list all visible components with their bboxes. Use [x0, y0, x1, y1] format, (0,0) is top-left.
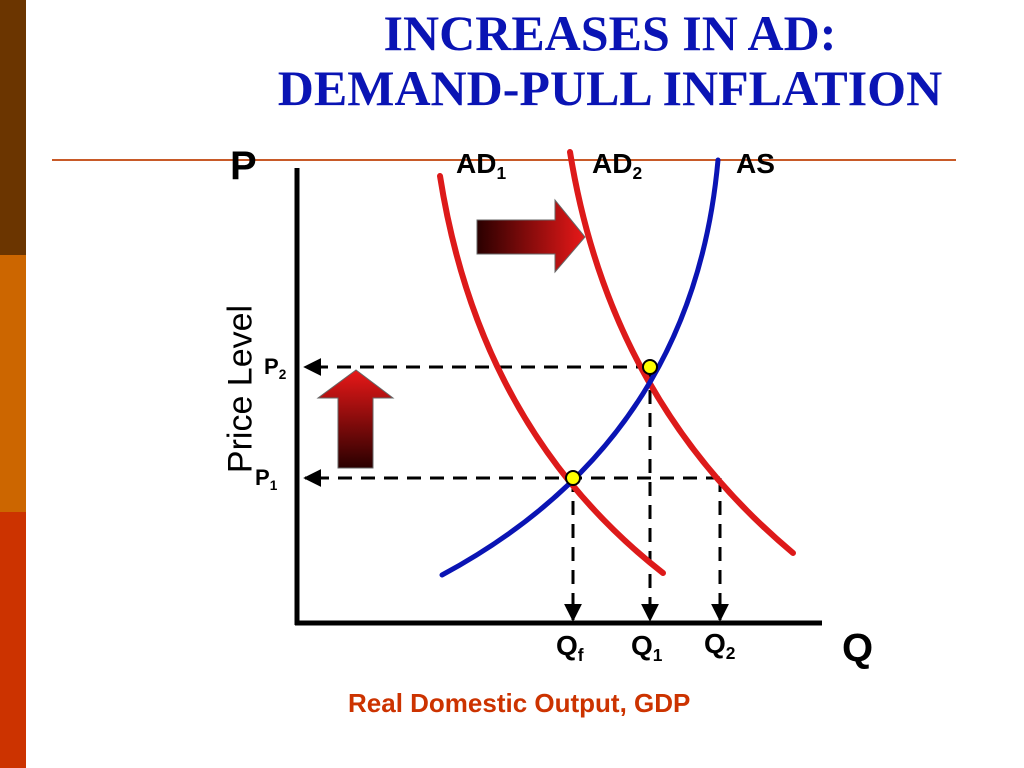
sidebar-stripe-red: [0, 512, 26, 768]
ad2-curve: [567, 149, 796, 556]
ad-shift-right-arrow: [476, 198, 586, 274]
p1-label: P1: [255, 465, 278, 493]
ad1-curve: [437, 173, 666, 576]
q1-label: Q1: [631, 630, 663, 666]
price-rise-up-arrow: [316, 369, 395, 469]
y-axis-title: Price Level: [221, 304, 260, 474]
as-curve: [439, 157, 721, 578]
title-divider: [52, 159, 956, 161]
slide-title: INCREASES IN AD: DEMAND-PULL INFLATION: [160, 6, 1024, 116]
equilibrium-point-initial: [565, 470, 581, 486]
p2-label: P2: [264, 354, 287, 382]
as-label: AS: [736, 148, 775, 179]
title-line-2: DEMAND-PULL INFLATION: [277, 60, 943, 116]
y-axis-letter: P: [230, 144, 257, 188]
equilibrium-point-new: [642, 359, 658, 375]
q2-label: Q2: [704, 628, 736, 664]
x-axis-letter: Q: [842, 626, 874, 670]
ad2-label: AD2: [592, 148, 643, 184]
sidebar-stripe-dark: [0, 0, 26, 255]
title-line-1: INCREASES IN AD:: [383, 5, 837, 61]
ad1-label: AD1: [456, 148, 507, 184]
qf-label: Qf: [556, 630, 584, 666]
x-axis-title: Real Domestic Output, GDP: [348, 688, 691, 718]
sidebar-stripe-orange: [0, 255, 26, 512]
